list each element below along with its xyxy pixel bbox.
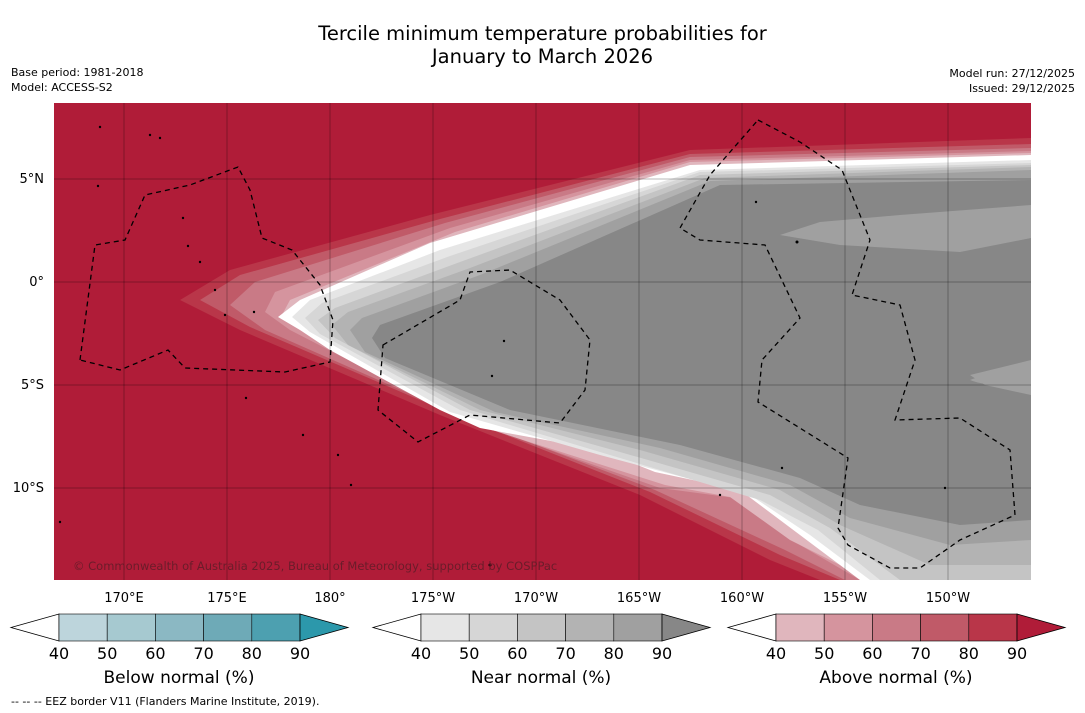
title-line-2: January to March 2026 <box>431 45 654 68</box>
colorbar-label-above: Above normal (%) <box>819 668 973 688</box>
eez-kiribati-gilbert <box>79 166 334 373</box>
eez-borders <box>79 119 1016 569</box>
colorbar-tick-label: 40 <box>49 644 69 663</box>
colorbar-tick-label: 80 <box>604 644 624 663</box>
colorbar-segment <box>872 613 921 642</box>
colorbar-tick-label: 60 <box>862 644 882 663</box>
lon-label: 165°W <box>617 591 661 606</box>
issued-date: Issued: 29/12/2025 <box>968 82 1075 95</box>
colorbar-tick-label: 60 <box>507 644 527 663</box>
colorbar-tick-label: 50 <box>97 644 117 663</box>
eez-kiribati-phoenix <box>377 269 591 443</box>
title-line-1: Tercile minimum temperature probabilitie… <box>318 22 767 45</box>
colorbar-segment <box>968 613 1018 642</box>
colorbar-segment <box>823 613 873 642</box>
model-run: Model run: 27/12/2025 <box>949 67 1075 80</box>
lat-label-5s: 5°S <box>21 378 44 393</box>
colorbar-label-near: Near normal (%) <box>470 668 612 688</box>
colorbar-segment <box>613 613 663 642</box>
colorbar-extend-low <box>371 613 422 642</box>
colorbar-tick-label: 70 <box>193 644 213 663</box>
lon-label: 155°W <box>823 591 867 606</box>
graticule <box>54 103 1031 580</box>
model-name: Model: ACCESS-S2 <box>11 81 113 94</box>
colorbar-segment <box>517 613 566 642</box>
colorbar-below-normal: 40 50 60 70 80 90 <box>9 613 350 663</box>
latitude-labels: 5°N 0° 5°S 10°S <box>13 172 44 496</box>
colorbar-tick-label: 90 <box>1007 644 1027 663</box>
lon-label: 170°E <box>104 591 144 606</box>
metadata-left: Base period: 1981-2018 Model: ACCESS-S2 <box>11 65 143 95</box>
lon-label: 170°W <box>514 591 558 606</box>
colorbar-tick-label: 90 <box>652 644 672 663</box>
colorbar-tick-label: 40 <box>411 644 431 663</box>
colorbar-segment <box>775 613 825 642</box>
colorbar-tick-label: 90 <box>290 644 310 663</box>
colorbar-tick-label: 70 <box>910 644 930 663</box>
colorbar-segment <box>155 613 204 642</box>
colorbar-segment <box>565 613 615 642</box>
metadata-right: Model run: 27/12/2025 Issued: 29/12/2025 <box>949 66 1075 96</box>
lon-label: 180° <box>314 591 345 606</box>
colorbar-above-normal: 40 50 60 70 80 90 <box>726 613 1067 663</box>
colorbar-segment <box>920 613 970 642</box>
lon-label: 175°E <box>207 591 247 606</box>
colorbar-extend-high <box>299 613 350 642</box>
colorbar-segment <box>420 613 470 642</box>
colorbar-segment <box>203 613 253 642</box>
near-band-90 <box>372 180 1031 525</box>
probability-map: © Commonwealth of Australia 2025, Bureau… <box>54 103 1031 580</box>
colorbar-tick-label: 70 <box>555 644 575 663</box>
near-patch-light <box>970 376 1012 384</box>
longitude-labels: 170°E 175°E 180° 175°W 170°W 165°W 160°W… <box>104 591 970 606</box>
colorbar-tick-label: 60 <box>145 644 165 663</box>
colorbar-extend-high <box>1016 613 1067 642</box>
colorbar-label-below: Below normal (%) <box>103 668 255 688</box>
colorbar-near-normal: 40 50 60 70 80 90 <box>371 613 712 663</box>
copyright-text: © Commonwealth of Australia 2025, Bureau… <box>73 559 557 573</box>
lat-label-5n: 5°N <box>20 172 45 187</box>
lat-label-10s: 10°S <box>13 481 44 496</box>
map-title: Tercile minimum temperature probabilitie… <box>0 22 1085 68</box>
colorbar-segment <box>468 613 518 642</box>
lon-label: 150°W <box>926 591 970 606</box>
colorbar-extend-low <box>726 613 777 642</box>
colorbar-tick-label: 50 <box>814 644 834 663</box>
base-period: Base period: 1981-2018 <box>11 66 144 79</box>
eez-kiribati-line <box>679 119 1016 569</box>
colorbar-tick-label: 80 <box>242 644 262 663</box>
colorbar-segment <box>251 613 301 642</box>
lon-label: 160°W <box>720 591 764 606</box>
colorbar-tick-label: 50 <box>459 644 479 663</box>
colorbar-segment <box>58 613 108 642</box>
islands <box>58 125 947 567</box>
lat-label-0: 0° <box>29 275 44 290</box>
colorbar-tick-label: 40 <box>766 644 786 663</box>
eez-border-note: -- -- -- EEZ border V11 (Flanders Marine… <box>11 695 320 708</box>
colorbar-tick-label: 80 <box>959 644 979 663</box>
colorbar-extend-high <box>661 613 712 642</box>
colorbar-segment <box>106 613 156 642</box>
colorbar-extend-low <box>9 613 60 642</box>
lon-label: 175°W <box>411 591 455 606</box>
